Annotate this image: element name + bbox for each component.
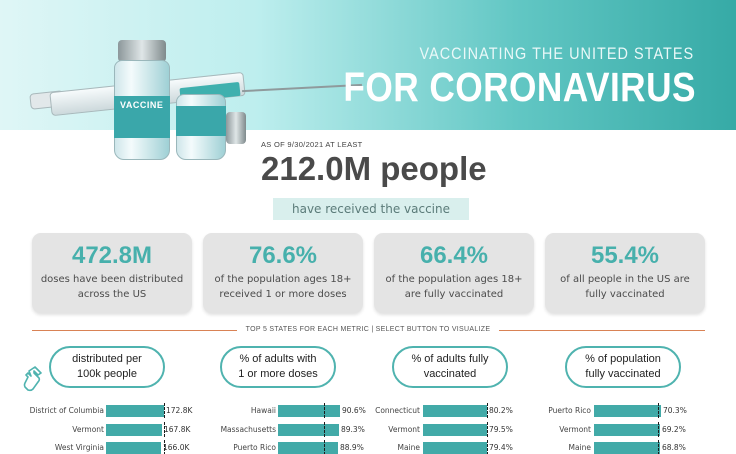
bar-fill[interactable] — [278, 442, 338, 454]
bar-reference-line — [324, 440, 325, 454]
bar-value-label: 90.6% — [342, 406, 366, 415]
bar-fill[interactable] — [278, 405, 340, 417]
bar-state-label: Maine — [568, 443, 591, 452]
bar-value-label: 89.3% — [341, 425, 365, 434]
bar-state-label: District of Columbia — [29, 406, 104, 415]
bar-state-label: Vermont — [72, 425, 104, 434]
stat-value: 66.4% — [419, 242, 489, 269]
section-divider-left — [32, 330, 237, 331]
bar-value-label: 69.2% — [662, 425, 686, 434]
bar-fill[interactable] — [106, 405, 164, 417]
bar-state-label: West Virginia — [54, 443, 104, 452]
vaccine-vial-cap — [118, 40, 166, 62]
vaccine-vial-label — [114, 96, 170, 138]
stat-card-doses: 472.8M doses have been distributed acros… — [32, 233, 192, 313]
bar-reference-line — [658, 403, 659, 418]
page-title: FOR CORONAVIRUS — [343, 64, 696, 110]
bar-state-label: Puerto Rico — [548, 406, 591, 415]
stat-value: 472.8M — [71, 242, 153, 269]
metric-button-label: % of adults with 1 or more doses — [238, 353, 318, 380]
bar-reference-line — [324, 403, 325, 418]
bar-value-label: 68.8% — [662, 443, 686, 452]
bar-value-label: 79.4% — [489, 443, 513, 452]
stat-card-adults-fully: 66.4% of the population ages 18+ are ful… — [374, 233, 534, 313]
bar-fill[interactable] — [594, 424, 660, 436]
stat-description: of all people in the US are fully vaccin… — [560, 274, 690, 300]
bar-fill[interactable] — [106, 442, 161, 454]
bar-state-label: Hawaii — [250, 406, 276, 415]
bar-fill[interactable] — [423, 424, 487, 436]
bar-state-label: Puerto Rico — [233, 443, 276, 452]
vaccine-illustration: VACCINE — [29, 30, 362, 165]
stat-description: of the population ages 18+ are fully vac… — [385, 274, 523, 300]
section-divider-right — [499, 330, 705, 331]
bar-fill[interactable] — [594, 405, 661, 417]
metric-button-population-fully[interactable]: % of population fully vaccinated — [565, 346, 681, 388]
bar-value-label: 80.2% — [489, 406, 513, 415]
bar-fill[interactable] — [423, 405, 487, 417]
bar-state-label: Vermont — [559, 425, 591, 434]
vaccine-vial-back-cap — [226, 112, 246, 144]
stat-value: 55.4% — [590, 242, 660, 269]
bar-value-label: 79.5% — [489, 425, 513, 434]
bar-state-label: Massachusetts — [220, 425, 276, 434]
stat-card-population-fully: 55.4% of all people in the US are fully … — [545, 233, 705, 313]
bar-reference-line — [164, 440, 165, 454]
stat-description: doses have been distributed across the U… — [40, 274, 184, 300]
vaccine-vial-back-label — [176, 106, 226, 136]
received-vaccine-label: have received the vaccine — [273, 198, 469, 220]
bar-reference-line — [487, 440, 488, 454]
as-of-date: AS OF 9/30/2021 AT LEAST — [261, 140, 363, 149]
stat-value: 76.6% — [248, 242, 318, 269]
metric-button-label: % of population fully vaccinated — [585, 353, 661, 380]
people-vaccinated-total: 212.0M people — [261, 150, 487, 187]
bar-state-label: Vermont — [388, 425, 420, 434]
section-label: TOP 5 STATES FOR EACH METRIC | SELECT BU… — [245, 326, 491, 333]
metric-button-distributed[interactable]: distributed per 100k people — [49, 346, 165, 388]
bar-fill[interactable] — [423, 442, 487, 454]
bar-fill[interactable] — [594, 442, 660, 454]
vaccine-vial-label-text: VACCINE — [120, 100, 164, 110]
bar-reference-line — [164, 403, 165, 418]
bar-fill[interactable] — [106, 424, 162, 436]
bar-fill[interactable] — [278, 424, 339, 436]
bar-reference-line — [487, 403, 488, 418]
bar-reference-line — [487, 422, 488, 437]
metric-button-label: % of adults fully vaccinated — [411, 353, 489, 380]
bar-reference-line — [658, 440, 659, 454]
metric-button-adults-fully[interactable]: % of adults fully vaccinated — [392, 346, 508, 388]
stat-card-adults-one-dose: 76.6% of the population ages 18+ receive… — [203, 233, 363, 313]
bar-value-label: 167.8K — [164, 425, 191, 434]
metric-button-label: distributed per 100k people — [72, 353, 142, 380]
bar-value-label: 70.3% — [663, 406, 687, 415]
page-subtitle: VACCINATING THE UNITED STATES — [419, 44, 694, 63]
stat-description: of the population ages 18+ received 1 or… — [214, 274, 352, 300]
bar-reference-line — [164, 422, 165, 437]
bar-reference-line — [324, 422, 325, 437]
bar-state-label: Connecticut — [375, 406, 420, 415]
bar-value-label: 172.8K — [166, 406, 193, 415]
bar-value-label: 88.9% — [340, 443, 364, 452]
metric-button-adults-one-dose[interactable]: % of adults with 1 or more doses — [220, 346, 336, 388]
bar-value-label: 166.0K — [163, 443, 190, 452]
bar-state-label: Maine — [397, 443, 420, 452]
hand-pointer-icon — [23, 366, 42, 392]
bar-reference-line — [658, 422, 659, 437]
